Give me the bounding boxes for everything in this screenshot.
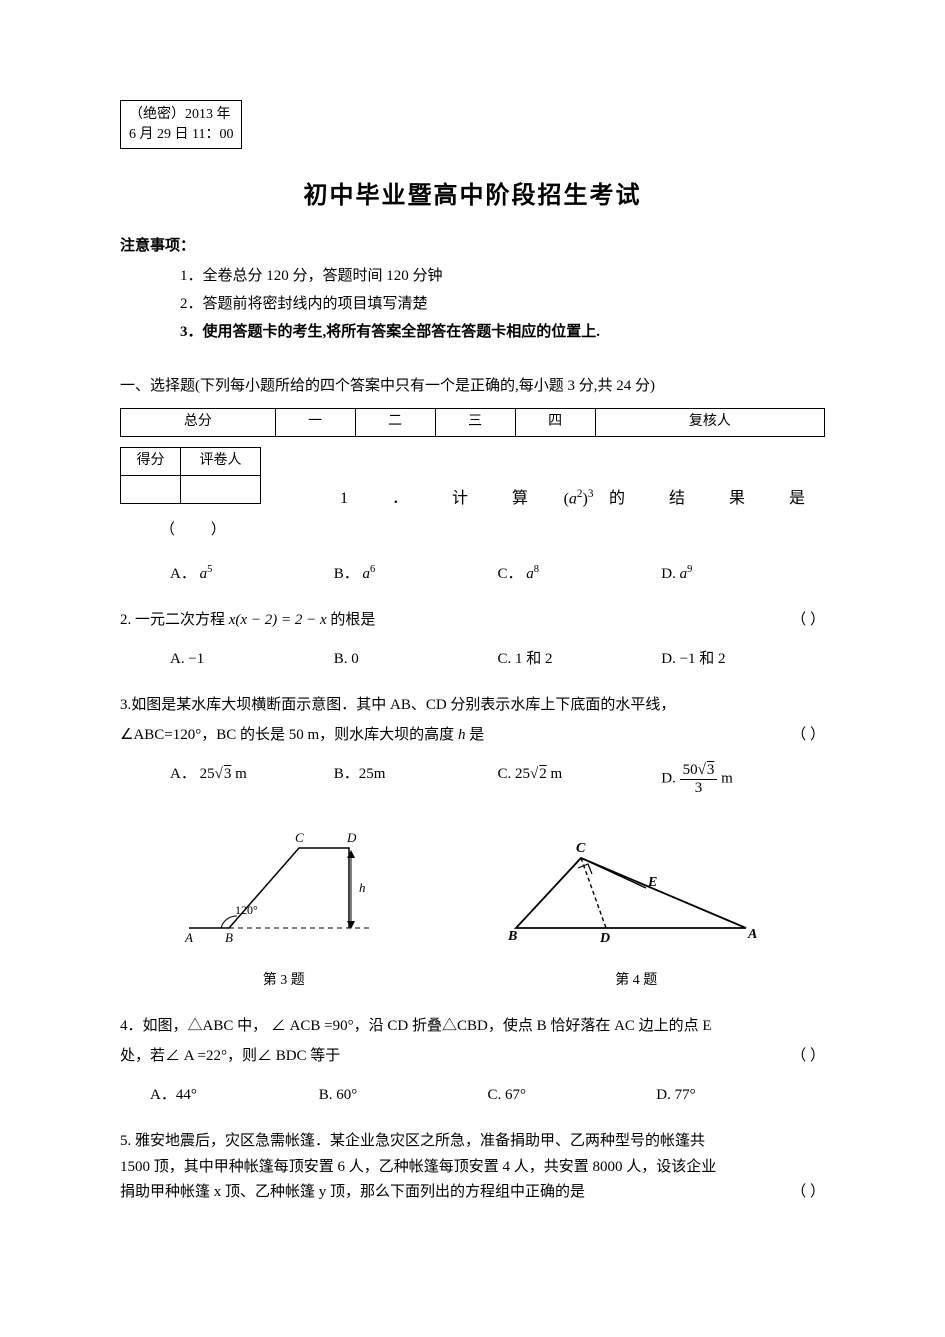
secret-stamp: （绝密）2013 年 6 月 29 日 11：00: [120, 100, 242, 149]
q2-options: A. −1 B. 0 C. 1 和 2 D. −1 和 2: [120, 647, 825, 671]
figure-row: A B C D h 120° 第 3 题 B C A D E 第 4 题: [120, 818, 825, 992]
label-C: C: [576, 841, 586, 856]
th-4: 四: [515, 408, 595, 436]
q3-options: A． 25√3 m B．25m C. 25√2 m D. 50√33 m: [120, 762, 825, 796]
page-title: 初中毕业暨高中阶段招生考试: [120, 177, 825, 215]
q3-paren: （ ）: [791, 723, 825, 749]
q5-line1: 5. 雅安地震后，灾区急需帐篷．某企业急灾区之所急，准备捐助甲、乙两种型号的帐篷…: [120, 1129, 825, 1155]
th-2: 二: [355, 408, 435, 436]
q5-paren: （ ）: [791, 1180, 825, 1206]
q2-opt-b: B. 0: [334, 647, 498, 671]
line-ce: [581, 858, 646, 888]
notice-item-1: 1．全卷总分 120 分，答题时间 120 分钟: [180, 264, 825, 288]
right-angle-icon: [578, 864, 592, 874]
label-A: A: [747, 927, 757, 942]
q4-opt-b: B. 60°: [319, 1083, 488, 1107]
q3-line2: ∠ABC=120°，BC 的长是 50 m，则水库大坝的高度 h 是 （ ）: [120, 723, 825, 749]
th-1: 一: [275, 408, 355, 436]
q3-line1: 3.如图是某水库大坝横断面示意图．其中 AB、CD 分别表示水库上下底面的水平线…: [120, 693, 825, 719]
q4-line2: 处，若∠ A =22°，则∠ BDC 等于 （ ）: [120, 1044, 825, 1070]
q4-diagram: B C A D E: [496, 838, 776, 958]
q3-opt-d: D. 50√33 m: [661, 762, 825, 796]
q2-text: 2. 一元二次方程 x(x − 2) = 2 − x 的根是: [120, 608, 375, 634]
q4-opt-d: D. 77°: [656, 1083, 825, 1107]
q4-opt-c: C. 67°: [488, 1083, 657, 1107]
q3-opt-b: B．25m: [334, 762, 498, 796]
q1-tail: 的 结 果 是: [609, 486, 825, 512]
q4-opt-a: A．44°: [150, 1083, 319, 1107]
q1-opt-d: D. a9: [661, 562, 825, 586]
arrow-up-icon: [347, 850, 355, 858]
cell-empty: [181, 475, 261, 503]
label-A: A: [184, 930, 193, 945]
score-table: 总分 一 二 三 四 复核人: [120, 408, 825, 437]
notice-list: 1．全卷总分 120 分，答题时间 120 分钟 2．答题前将密封线内的项目填写…: [120, 264, 825, 344]
q3-opt-c: C. 25√2 m: [498, 762, 662, 796]
cell-grader: 评卷人: [181, 447, 261, 475]
notice-item-3: 3．使用答题卡的考生,将所有答案全部答在答题卡相应的位置上.: [180, 320, 825, 344]
figure-q3: A B C D h 120° 第 3 题: [169, 818, 399, 992]
q5-line2: 1500 顶，其中甲种帐篷每顶安置 6 人，乙种帐篷每顶安置 4 人，共安置 8…: [120, 1155, 825, 1181]
notice-heading: 注意事项：: [120, 234, 825, 258]
secret-line2: 6 月 29 日 11：00: [129, 125, 233, 145]
q1-paren: （ ）: [120, 518, 825, 542]
q2-paren: （ ）: [791, 608, 825, 634]
q2-opt-d: D. −1 和 2: [661, 647, 825, 671]
q1-expr: (a2)3: [564, 486, 594, 512]
q2-opt-a: A. −1: [170, 647, 334, 671]
label-B: B: [507, 929, 517, 944]
q3-opt-a: A． 25√3 m: [170, 762, 334, 796]
figcaption-4: 第 4 题: [496, 970, 776, 992]
section-1-heading: 一、选择题(下列每小题所给的四个答案中只有一个是正确的,每小题 3 分,共 24…: [120, 374, 825, 398]
q2-opt-c: C. 1 和 2: [498, 647, 662, 671]
secret-line1: （绝密）2013 年: [129, 105, 233, 125]
label-B: B: [225, 930, 233, 945]
table-row: 总分 一 二 三 四 复核人: [121, 408, 825, 436]
q3: 3.如图是某水库大坝横断面示意图．其中 AB、CD 分别表示水库上下底面的水平线…: [120, 693, 825, 992]
q4-line1: 4．如图，△ABC 中， ∠ ACB =90°，沿 CD 折叠△CBD，使点 B…: [120, 1014, 825, 1040]
q4-paren: （ ）: [791, 1044, 825, 1070]
q5-line3: 捐助甲种帐篷 x 顶、乙种帐篷 y 顶，那么下面列出的方程组中正确的是 （ ）: [120, 1180, 825, 1206]
figcaption-3: 第 3 题: [169, 970, 399, 992]
q2-stem: 2. 一元二次方程 x(x − 2) = 2 − x 的根是 （ ）: [120, 608, 825, 634]
figure-q4: B C A D E 第 4 题: [496, 838, 776, 992]
table-row: 得分 评卷人: [121, 447, 261, 475]
q1-label: 1 ． 计 算: [340, 486, 548, 512]
q1-opt-b: B． a6: [334, 562, 498, 586]
triangle-abc: [516, 858, 746, 928]
q1-opt-c: C． a8: [498, 562, 662, 586]
dam-outline: [189, 848, 349, 928]
th-total: 总分: [121, 408, 276, 436]
grader-table: 得分 评卷人: [120, 447, 261, 504]
notice-item-2: 2．答题前将密封线内的项目填写清楚: [180, 292, 825, 316]
q3-diagram: A B C D h 120°: [169, 818, 399, 958]
cell-empty: [121, 475, 181, 503]
cell-score: 得分: [121, 447, 181, 475]
th-3: 三: [435, 408, 515, 436]
label-D: D: [599, 931, 610, 946]
q5: 5. 雅安地震后，灾区急需帐篷．某企业急灾区之所急，准备捐助甲、乙两种型号的帐篷…: [120, 1129, 825, 1206]
q4-options: A．44° B. 60° C. 67° D. 77°: [120, 1083, 825, 1107]
label-C: C: [295, 830, 304, 845]
label-D: D: [346, 830, 357, 845]
q4: 4．如图，△ABC 中， ∠ ACB =90°，沿 CD 折叠△CBD，使点 B…: [120, 1014, 825, 1107]
q1-opt-a: A． a5: [170, 562, 334, 586]
th-rev: 复核人: [595, 408, 824, 436]
label-angle: 120°: [235, 903, 258, 917]
label-E: E: [647, 875, 657, 890]
q1-options: A． a5 B． a6 C． a8 D. a9: [120, 562, 825, 586]
label-h: h: [359, 880, 366, 895]
table-row: [121, 475, 261, 503]
